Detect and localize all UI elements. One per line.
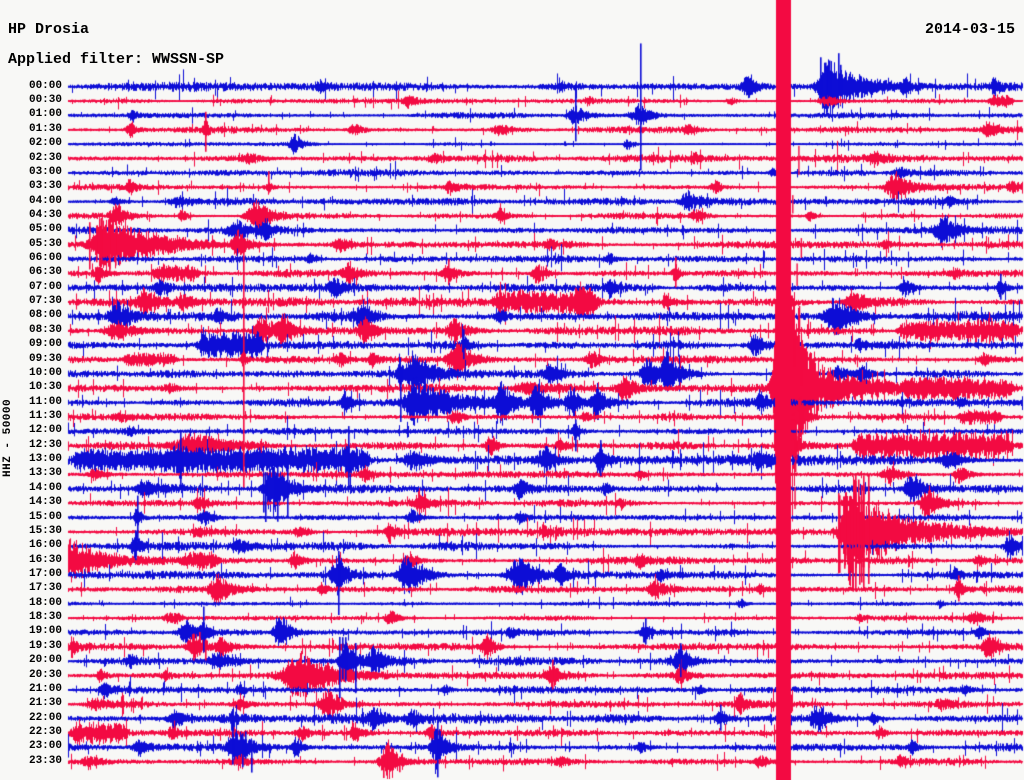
- trace-row-time-label: 01:00: [28, 108, 62, 121]
- trace-row-time-label: 23:30: [28, 754, 62, 767]
- trace-row-time-label: 20:00: [28, 654, 62, 667]
- applied-filter-label: Applied filter: WWSSN-SP: [8, 51, 225, 68]
- trace-row-time-label: 22:30: [28, 725, 62, 738]
- trace-row-time-label: 04:00: [28, 194, 62, 207]
- trace-row-time-label: 13:00: [28, 453, 62, 466]
- trace-row-time-label: 15:00: [28, 510, 62, 523]
- trace-row-time-label: 17:30: [28, 582, 62, 595]
- trace-row-time-label: 10:30: [28, 381, 62, 394]
- trace-row-time-label: 20:30: [28, 668, 62, 681]
- trace-row-time-label: 06:30: [28, 266, 62, 279]
- channel-scale-label: HHZ - 50000: [2, 398, 14, 477]
- trace-row-time-label: 22:00: [28, 711, 62, 724]
- trace-row-time-label: 09:00: [28, 338, 62, 351]
- trace-row-time-label: 02:00: [28, 137, 62, 150]
- trace-row-time-label: 05:00: [28, 223, 62, 236]
- trace-row-time-label: 07:00: [28, 280, 62, 293]
- trace-row-time-label: 11:00: [28, 395, 62, 408]
- trace-row-time-label: 21:30: [28, 697, 62, 710]
- trace-row-time-label: 18:30: [28, 611, 62, 624]
- trace-row-time-label: 02:30: [28, 151, 62, 164]
- trace-row-time-label: 14:30: [28, 496, 62, 509]
- trace-row-time-label: 19:00: [28, 625, 62, 638]
- trace-row-time-label: 04:30: [28, 208, 62, 221]
- trace-row-time-label: 07:30: [28, 295, 62, 308]
- trace-row-time-label: 12:30: [28, 438, 62, 451]
- trace-row-time-label: 17:00: [28, 568, 62, 580]
- trace-row-time-label: 11:30: [28, 410, 62, 423]
- trace-row-time-label: 00:30: [28, 94, 62, 107]
- trace-row-time-label: 19:30: [28, 639, 62, 652]
- trace-row-time-label: 01:30: [28, 122, 62, 135]
- trace-row-time-label: 16:00: [28, 539, 62, 552]
- trace-row-time-label: 18:00: [28, 596, 62, 609]
- trace-row-time-label: 08:00: [28, 309, 62, 322]
- date-label: 2014-03-15: [924, 21, 1015, 38]
- trace-row-time-label: 15:30: [28, 524, 62, 537]
- trace-row-time-label: 00:00: [28, 79, 62, 92]
- trace-row-time-label: 05:30: [28, 237, 62, 250]
- station-title: HP Drosia: [8, 21, 90, 38]
- trace-row-time-label: 14:00: [28, 481, 62, 494]
- trace-row-time-label: 23:00: [28, 740, 62, 753]
- trace-row-time-label: 16:30: [28, 553, 62, 566]
- trace-row-time-label: 03:00: [28, 165, 62, 178]
- trace-row-time-label: 08:30: [28, 323, 62, 336]
- trace-row-time-label: 13:30: [28, 467, 62, 480]
- trace-row-time-label: 03:30: [28, 180, 62, 193]
- trace-row-time-label: 09:30: [28, 352, 62, 365]
- trace-row-time-label: 12:00: [28, 424, 62, 437]
- trace-row-time-label: 10:00: [28, 366, 62, 379]
- trace-row-time-label: 06:00: [28, 252, 62, 265]
- trace-row-time-label: 21:00: [28, 682, 62, 695]
